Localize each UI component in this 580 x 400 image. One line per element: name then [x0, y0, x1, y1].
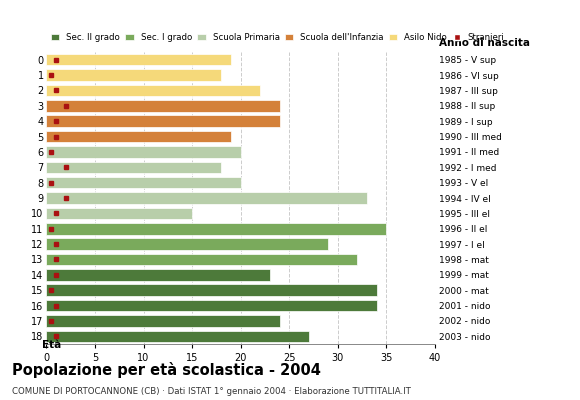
Bar: [46, 330, 309, 342]
Bar: [46, 269, 270, 281]
Bar: [46, 223, 386, 234]
Bar: [46, 115, 280, 127]
Bar: [46, 85, 260, 96]
Bar: [46, 238, 328, 250]
Text: COMUNE DI PORTOCANNONE (CB) · Dati ISTAT 1° gennaio 2004 · Elaborazione TUTTITAL: COMUNE DI PORTOCANNONE (CB) · Dati ISTAT…: [12, 387, 411, 396]
Text: Età: Età: [42, 340, 61, 350]
Bar: [46, 315, 280, 327]
Bar: [46, 146, 241, 158]
Bar: [46, 54, 231, 66]
Bar: [46, 284, 377, 296]
Text: Popolazione per età scolastica - 2004: Popolazione per età scolastica - 2004: [12, 362, 321, 378]
Bar: [46, 131, 231, 142]
Bar: [46, 300, 377, 311]
Bar: [46, 254, 357, 265]
Legend: Sec. II grado, Sec. I grado, Scuola Primaria, Scuola dell'Infanzia, Asilo Nido, : Sec. II grado, Sec. I grado, Scuola Prim…: [50, 33, 505, 42]
Bar: [46, 192, 367, 204]
Bar: [46, 162, 222, 173]
Bar: [46, 69, 222, 81]
Bar: [46, 100, 280, 112]
Bar: [46, 208, 192, 219]
Bar: [46, 177, 241, 188]
Text: Anno di nascita: Anno di nascita: [439, 38, 530, 48]
